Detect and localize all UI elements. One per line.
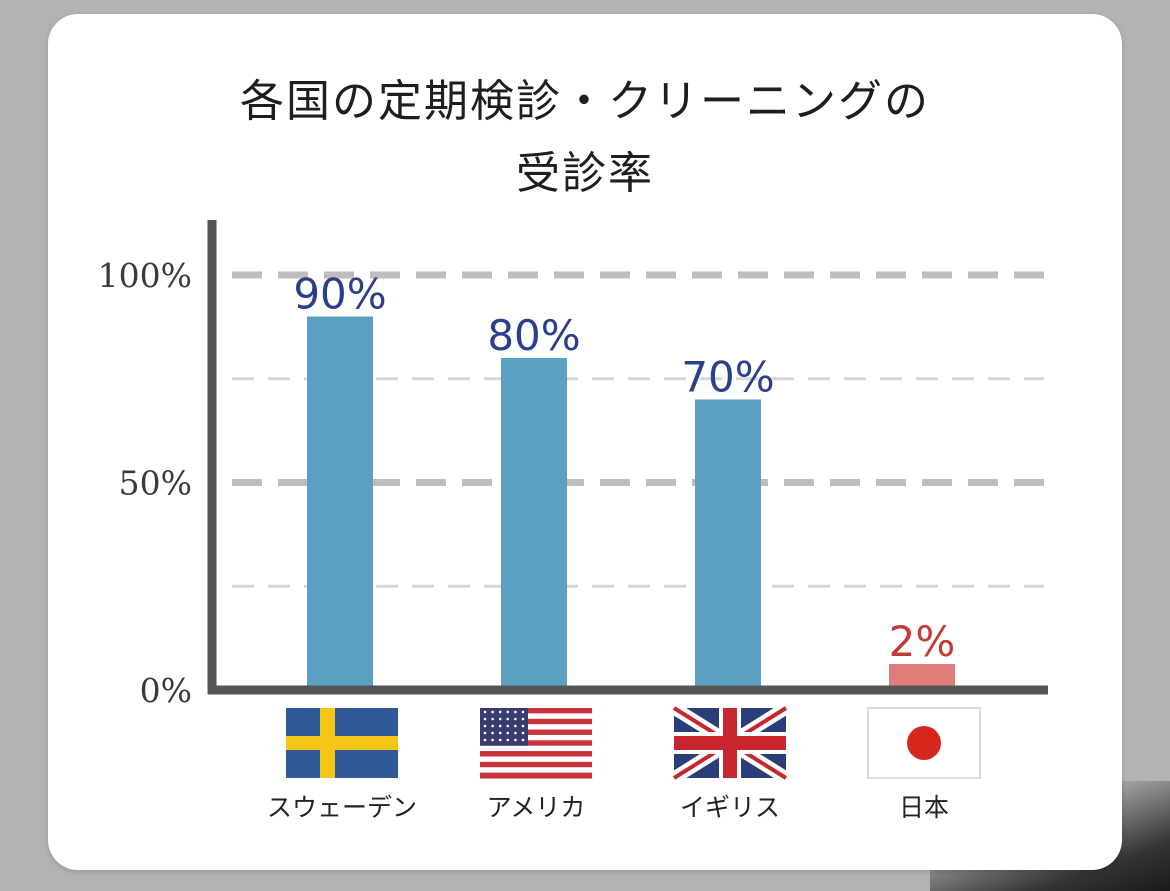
value-label: 70% <box>681 353 774 402</box>
usa-flag-icon <box>480 708 592 779</box>
bar <box>307 316 373 690</box>
value-label: 2% <box>889 617 956 666</box>
bar <box>501 358 567 690</box>
y-tick-label: 50% <box>119 464 192 503</box>
uk-flag-icon <box>670 702 790 784</box>
bar <box>695 399 761 690</box>
category-label: スウェーデン <box>267 793 417 822</box>
category-label: イギリス <box>680 793 780 822</box>
y-tick-label: 100% <box>98 256 192 295</box>
y-tick-label: 0% <box>140 671 192 710</box>
sweden-flag-icon <box>286 708 398 778</box>
value-label: 80% <box>487 311 580 360</box>
chart-title-line2: 受診率 <box>516 148 654 199</box>
japan-flag-icon <box>867 707 981 779</box>
category-label: 日本 <box>899 793 949 822</box>
chart-title-line1: 各国の定期検診・クリーニングの <box>240 76 930 127</box>
value-label: 90% <box>293 270 386 319</box>
chart-title: 各国の定期検診・クリーニングの 受診率 <box>48 66 1122 210</box>
category-label: アメリカ <box>487 793 586 822</box>
